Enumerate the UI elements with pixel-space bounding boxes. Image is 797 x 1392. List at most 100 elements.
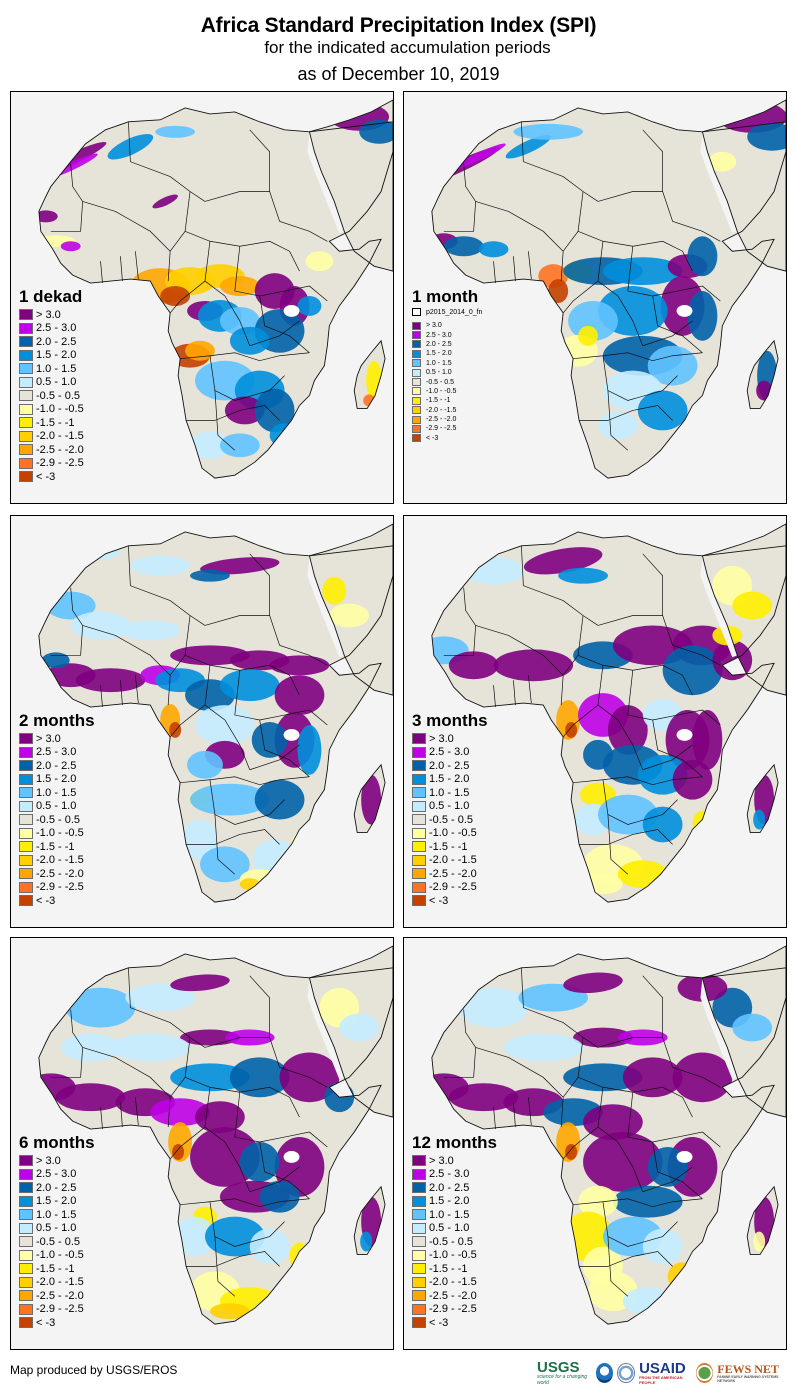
legend-swatch xyxy=(412,1236,426,1248)
legend-item: 2.5 - 3.0 xyxy=(19,1168,95,1182)
legend-swatch xyxy=(412,881,426,893)
country-border xyxy=(259,1141,310,1199)
legend-item: 0.5 - 1.0 xyxy=(412,1222,497,1236)
panel-title: 3 months xyxy=(412,711,488,730)
legend-swatch xyxy=(19,403,33,415)
legend-item: -2.5 - -2.0 xyxy=(19,1289,95,1303)
spi-region xyxy=(209,1303,250,1320)
legend-swatch xyxy=(19,1290,33,1302)
legend-swatch xyxy=(412,895,426,907)
spi-region xyxy=(125,983,196,1012)
legend-item: < -3 xyxy=(412,894,488,908)
legend-item: 0.5 - 1.0 xyxy=(19,800,95,814)
lake-victoria xyxy=(283,728,300,741)
spi-region xyxy=(200,557,280,575)
spi-region xyxy=(563,1063,643,1092)
legend-item: 0.5 - 1.0 xyxy=(19,376,84,390)
country-border xyxy=(475,625,564,706)
country-border xyxy=(597,553,663,626)
country-border xyxy=(128,967,206,1048)
legend-item: > 3.0 xyxy=(19,308,84,322)
legend-swatch xyxy=(19,444,33,456)
legend-extra-item: p2015_2014_0_fn xyxy=(412,308,482,316)
panel-title: 6 months xyxy=(19,1133,95,1152)
legend-item: -1.5 - -1 xyxy=(19,840,95,854)
spi-region xyxy=(251,721,288,758)
legend-item: 2.0 - 2.5 xyxy=(412,340,482,349)
usaid-logo-text: USAID xyxy=(639,1359,686,1377)
legend-swatch xyxy=(19,733,33,745)
legend-6-months: 6 months > 3.0 2.5 - 3.0 2.0 - 2.5 1.5 - 2.0… xyxy=(19,1134,95,1330)
country-border xyxy=(528,675,532,704)
country-border xyxy=(214,1236,236,1297)
legend-swatch xyxy=(412,321,421,330)
legend-label: -2.0 - -1.5 xyxy=(426,406,457,414)
legend-item: -2.5 - -2.0 xyxy=(412,867,488,881)
legend-item: > 3.0 xyxy=(412,1154,497,1168)
legend-item: -1.0 - -0.5 xyxy=(412,827,488,841)
legend-swatch xyxy=(412,1168,426,1180)
legend-label: -0.5 - 0.5 xyxy=(429,1235,474,1248)
spi-region xyxy=(190,431,230,460)
spi-region xyxy=(503,1033,584,1062)
legend-swatch xyxy=(412,349,421,358)
spi-region xyxy=(747,122,786,151)
coastline xyxy=(701,545,786,696)
coastline xyxy=(746,763,779,833)
legend-swatch xyxy=(412,1303,426,1315)
legend-swatch xyxy=(19,760,33,772)
legend-label: -2.5 - -2.0 xyxy=(36,1289,84,1302)
legend-label: -1.5 - -1 xyxy=(426,397,451,405)
spi-region xyxy=(170,1063,250,1092)
legend-item: -1.0 - -0.5 xyxy=(412,1249,497,1263)
legend-item: > 3.0 xyxy=(19,732,95,746)
country-border xyxy=(607,390,629,451)
spi-region xyxy=(523,547,603,575)
legend-item: > 3.0 xyxy=(412,321,482,330)
legend-swatch xyxy=(412,387,421,396)
legend-item: 0.5 - 1.0 xyxy=(412,800,488,814)
spi-region xyxy=(219,669,280,702)
spi-region xyxy=(448,1083,519,1112)
legend-swatch xyxy=(19,1317,33,1329)
coastline xyxy=(701,121,786,272)
spi-region xyxy=(662,645,723,696)
panel-2-months: 2 months > 3.0 2.5 - 3.0 2.0 - 2.5 1.5 - 2.0… xyxy=(10,515,394,928)
legend-label: 0.5 - 1.0 xyxy=(426,369,452,377)
spi-region xyxy=(289,1242,310,1271)
spi-region xyxy=(322,576,347,605)
legend-swatch xyxy=(412,800,426,812)
legend-swatch xyxy=(19,1303,33,1315)
legend-item: -1.0 - -0.5 xyxy=(412,387,482,396)
legend-swatch xyxy=(19,336,33,348)
legend-label: > 3.0 xyxy=(36,732,61,745)
legend-swatch xyxy=(19,881,33,893)
country-border xyxy=(169,241,211,314)
legend-1-month: 1 month p2015_2014_0_fn > 3.0 2.5 - 3.0 2.0 … xyxy=(412,288,482,443)
legend-item: -1.5 - -1 xyxy=(19,1262,95,1276)
legend-item: 2.0 - 2.5 xyxy=(19,759,95,773)
spi-region xyxy=(187,750,223,779)
legend-label: -1.0 - -0.5 xyxy=(36,1249,84,1262)
spi-anomaly-layer xyxy=(431,962,775,1316)
legend-swatch xyxy=(412,841,426,853)
country-border xyxy=(493,685,496,708)
country-border xyxy=(120,680,123,706)
country-border xyxy=(120,1102,123,1128)
country-border xyxy=(597,975,663,1048)
country-border xyxy=(169,615,191,676)
spi-anomaly-layer xyxy=(431,100,786,440)
legend-item: 1.5 - 2.0 xyxy=(412,349,482,358)
country-border xyxy=(475,201,564,282)
legend-label: -0.5 - 0.5 xyxy=(36,389,81,402)
panel-title: 12 months xyxy=(412,1133,498,1152)
legend-label: -2.0 - -1.5 xyxy=(36,1276,84,1289)
legend-label: 1.0 - 1.5 xyxy=(36,1208,77,1221)
legend-label: 2.0 - 2.5 xyxy=(36,759,77,772)
lake-victoria xyxy=(283,1150,300,1163)
country-border xyxy=(493,1107,496,1130)
legend-label: -2.5 - -2.0 xyxy=(426,416,457,424)
spi-region xyxy=(224,396,265,425)
spi-region xyxy=(607,705,648,755)
legend-label: -0.5 - 0.5 xyxy=(36,1235,81,1248)
